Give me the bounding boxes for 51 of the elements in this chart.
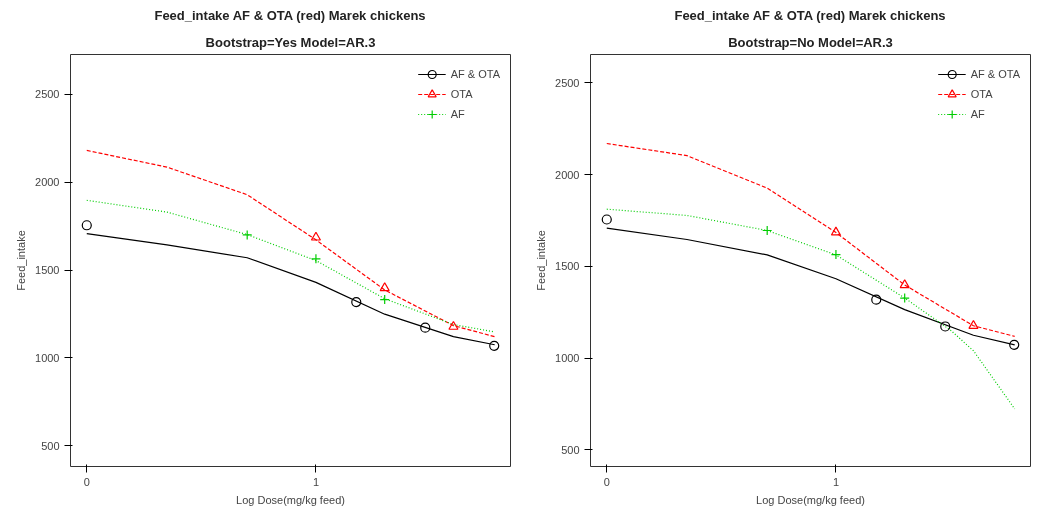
y-tick-label: 1000 bbox=[35, 351, 60, 364]
y-tick-label: 1500 bbox=[555, 260, 580, 273]
point bbox=[310, 231, 322, 241]
point bbox=[940, 321, 951, 332]
point bbox=[899, 279, 910, 289]
legend-label: AF bbox=[970, 108, 986, 120]
point bbox=[379, 282, 390, 292]
chart-subtitle: Bootstrap=No Model=AR.3 bbox=[728, 34, 893, 50]
line-series bbox=[606, 208, 1016, 410]
point bbox=[601, 214, 612, 225]
y-tick-label: 1500 bbox=[35, 264, 60, 277]
line-series bbox=[606, 227, 1016, 346]
legend-label: AF & OTA bbox=[450, 68, 500, 80]
point bbox=[420, 322, 431, 333]
line-series bbox=[86, 149, 496, 338]
x-tick-label: 1 bbox=[832, 475, 839, 488]
y-tick-label: 500 bbox=[41, 439, 60, 452]
chart-subtitle: Bootstrap=Yes Model=AR.3 bbox=[205, 34, 376, 50]
chart-title: Feed_intake AF & OTA (red) Marek chickens bbox=[674, 7, 946, 23]
point bbox=[830, 249, 842, 260]
x-tick-label: 0 bbox=[83, 475, 90, 488]
y-tick-label: 1000 bbox=[555, 352, 580, 365]
legend-label: AF bbox=[450, 108, 466, 120]
x-tick-label: 0 bbox=[603, 475, 610, 488]
point bbox=[448, 320, 459, 330]
point bbox=[489, 340, 500, 351]
point bbox=[81, 220, 92, 231]
x-axis-title: Log Dose(mg/kg feed) bbox=[756, 493, 865, 506]
line-series bbox=[86, 199, 496, 333]
x-tick-label: 1 bbox=[312, 475, 319, 488]
line-series bbox=[606, 142, 1016, 337]
legend-label: OTA bbox=[970, 88, 993, 100]
y-tick-label: 2000 bbox=[555, 168, 580, 181]
x-axis-title: Log Dose(mg/kg feed) bbox=[236, 493, 345, 506]
point bbox=[1009, 339, 1020, 350]
chart-title: Feed_intake AF & OTA (red) Marek chickens bbox=[154, 7, 426, 23]
y-tick-label: 2000 bbox=[35, 176, 60, 189]
point bbox=[871, 294, 882, 305]
legend-label: AF & OTA bbox=[970, 68, 1020, 80]
y-tick-label: 2500 bbox=[35, 88, 60, 101]
y-tick-label: 2500 bbox=[555, 76, 580, 89]
point bbox=[310, 253, 322, 264]
legend-label: OTA bbox=[450, 88, 473, 100]
y-axis-title: Feed_intake bbox=[15, 230, 28, 291]
point bbox=[830, 226, 842, 236]
point bbox=[899, 292, 910, 304]
point bbox=[242, 229, 253, 241]
point bbox=[968, 319, 979, 329]
point bbox=[351, 296, 362, 308]
y-tick-label: 500 bbox=[561, 443, 580, 456]
y-axis-title: Feed_intake bbox=[535, 230, 548, 291]
